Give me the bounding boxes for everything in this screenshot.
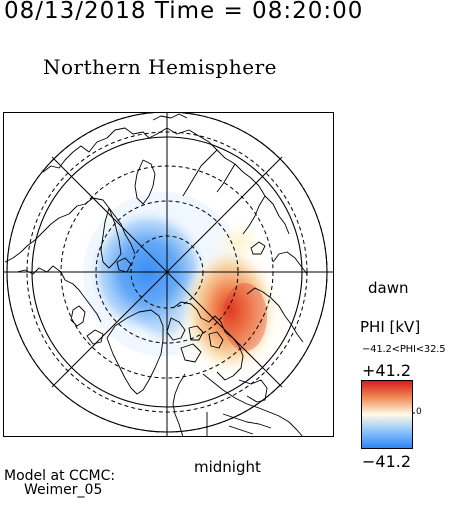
hemisphere-title: Northern Hemisphere bbox=[43, 55, 277, 79]
colorbar-range: −41.2<PHI<32.5 bbox=[362, 344, 446, 355]
longitude-meridians bbox=[3, 112, 334, 437]
coastlines bbox=[4, 113, 308, 437]
map-frame bbox=[3, 112, 334, 437]
positive-potential-cell bbox=[182, 246, 278, 374]
colorbar-zero-label: 0 bbox=[416, 407, 422, 417]
model-attribution: Model at CCMC: Weimer_05 bbox=[4, 469, 115, 497]
colorbar-title: PHI [kV] bbox=[360, 318, 421, 336]
attribution-line-2: Weimer_05 bbox=[24, 482, 103, 498]
attribution-line-1: Model at CCMC: bbox=[4, 468, 116, 484]
colorbar-gradient bbox=[361, 380, 413, 449]
colorbar-max-label: +41.2 bbox=[362, 361, 412, 380]
timestamp-title: 08/13/2018 Time = 08:20:00 bbox=[4, 0, 364, 24]
potential-pattern bbox=[83, 192, 291, 382]
colorbar-min-label: −41.2 bbox=[362, 452, 412, 471]
dawn-label: dawn bbox=[368, 279, 409, 297]
colorbar bbox=[361, 380, 415, 449]
polar-map bbox=[3, 112, 334, 437]
midnight-label: midnight bbox=[194, 458, 261, 476]
